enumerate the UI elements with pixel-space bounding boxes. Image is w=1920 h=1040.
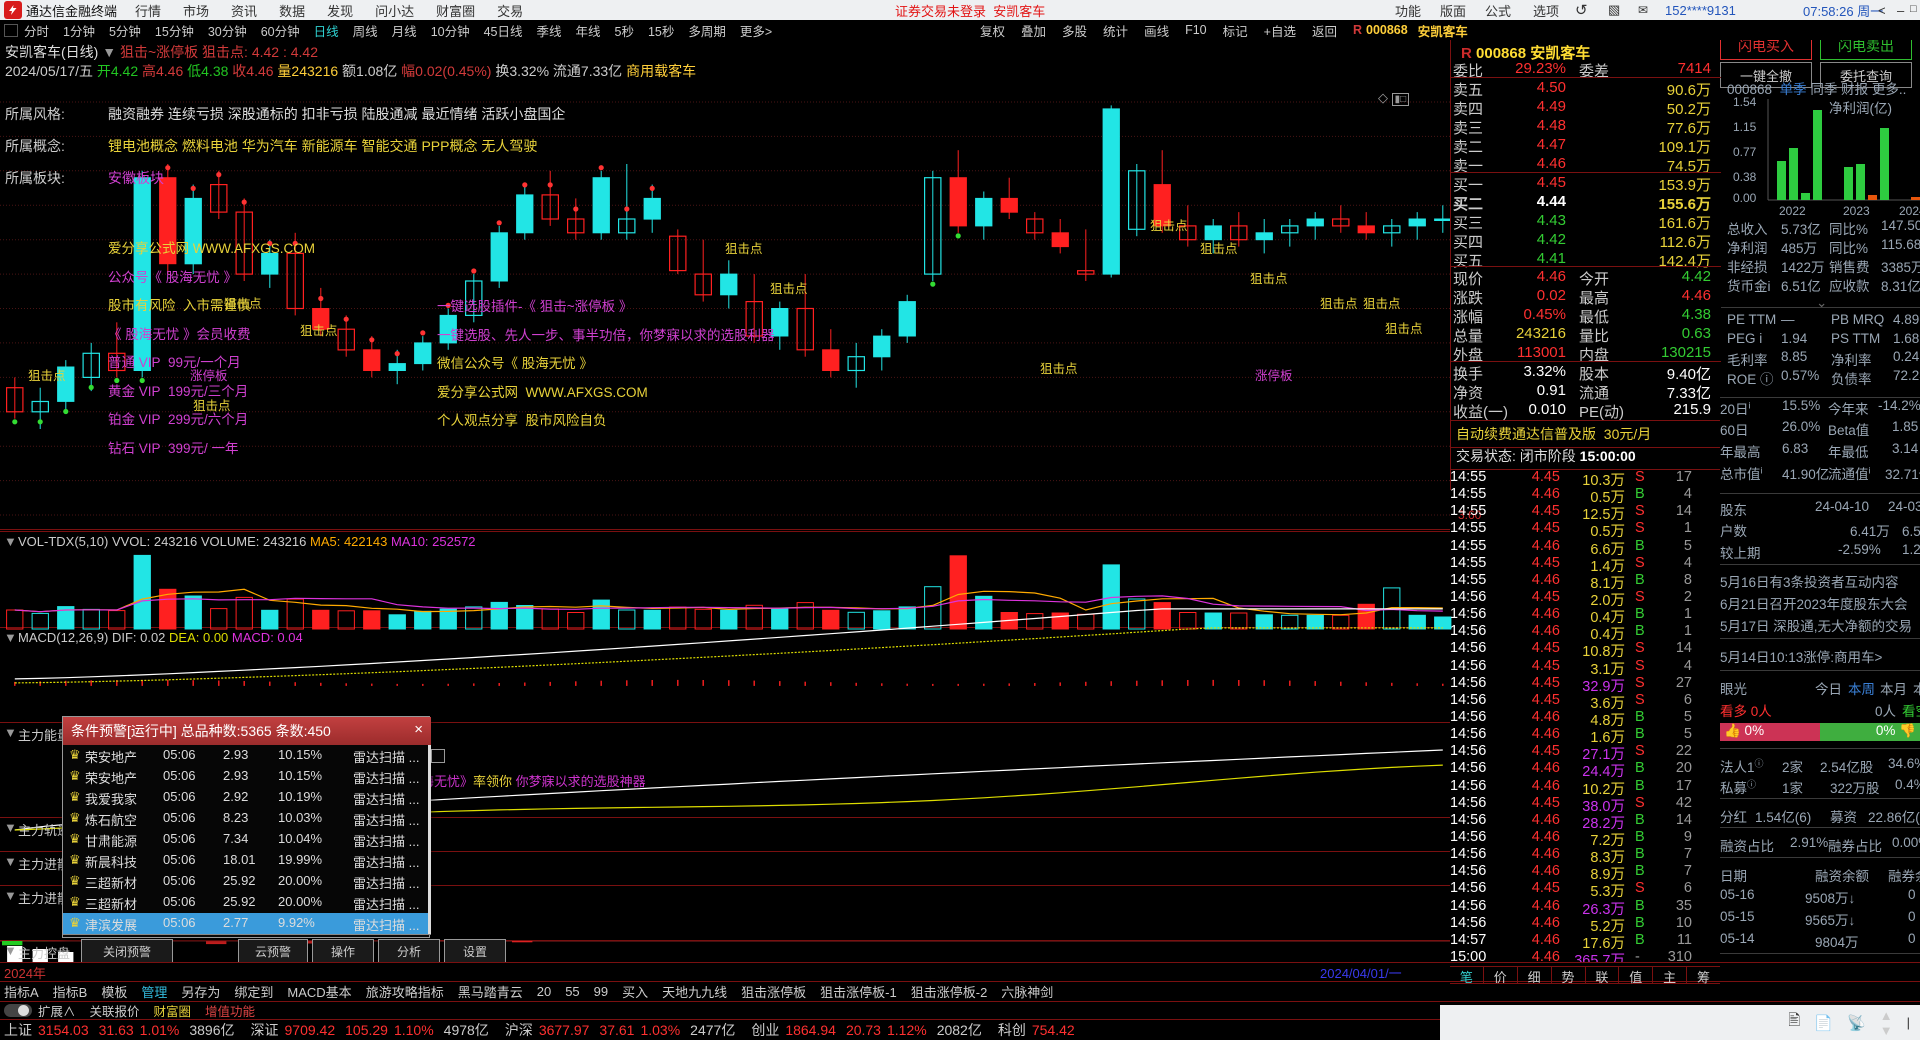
svg-text:0.77: 0.77 [1733,145,1757,159]
svg-text:2024: 2024 [1899,204,1920,218]
svg-text:0.38: 0.38 [1733,170,1757,184]
svg-text:0.00: 0.00 [1733,191,1757,205]
svg-text:2022: 2022 [1779,204,1806,218]
svg-text:2023: 2023 [1843,204,1870,218]
svg-text:1.15: 1.15 [1733,120,1757,134]
svg-text:1.54: 1.54 [1733,95,1757,109]
